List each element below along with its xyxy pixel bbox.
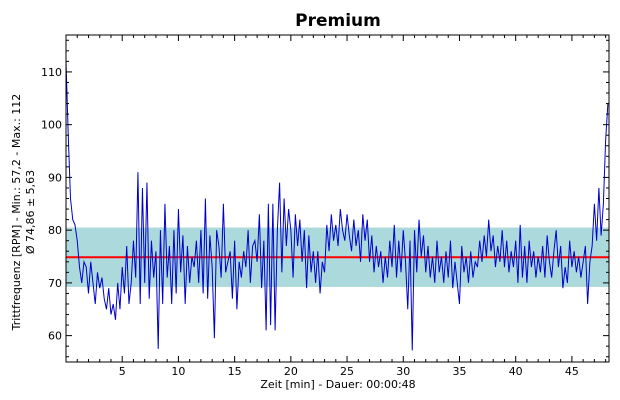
y-tick-label: 110 — [41, 66, 62, 79]
chart-title: Premium — [295, 11, 381, 31]
series-line-0 — [65, 61, 609, 351]
x-tick-label: 35 — [452, 365, 466, 378]
x-tick-label: 25 — [340, 365, 354, 378]
y-tick-label: 90 — [48, 171, 62, 184]
x-axis: 5 10 15 20 25 30 35 40 45 — [65, 35, 607, 378]
y-tick-label: 60 — [48, 330, 62, 343]
y-tick-label: 80 — [48, 224, 62, 237]
x-tick-label: 10 — [171, 365, 185, 378]
x-tick-label: 45 — [565, 365, 579, 378]
x-tick-label: 20 — [284, 365, 298, 378]
x-tick-label: 5 — [119, 365, 126, 378]
y-tick-label: 100 — [41, 119, 62, 132]
x-tick-label: 30 — [396, 365, 410, 378]
y-axis: 60 70 80 90 100 110 — [41, 39, 609, 358]
x-axis-label: Zeit [min] - Dauer: 00:00:48 — [260, 378, 415, 391]
x-tick-label: 15 — [228, 365, 242, 378]
y-axis-label: Trittfrequenz [RPM] - Min.: 57,2 - Max.:… — [10, 94, 23, 332]
y-axis-label-stats: Ø 74,86 ± 5,63 — [24, 170, 37, 254]
y-tick-label: 70 — [48, 277, 62, 290]
series-layer — [65, 61, 609, 351]
x-tick-label: 40 — [509, 365, 523, 378]
